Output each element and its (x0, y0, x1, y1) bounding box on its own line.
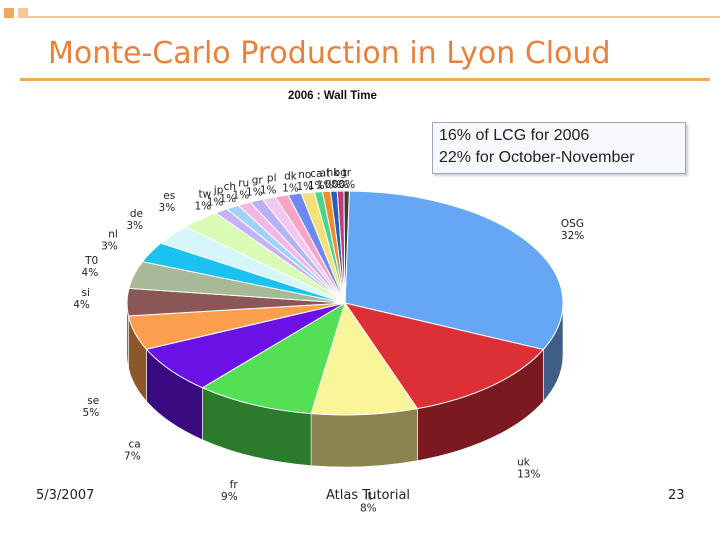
pie-slices (126, 190, 564, 416)
pie-label-nl: nl (108, 229, 118, 241)
pie-pct-at: 1% (317, 180, 334, 192)
callout-line-1: 16% of LCG for 2006 (439, 127, 590, 144)
pie-label-it: it (365, 491, 372, 503)
callout-line-2: 22% for October-November (439, 149, 635, 166)
pie-pct-tr: 0% (338, 179, 355, 191)
chart-title: 2006 : Wall Time (288, 90, 377, 102)
pie-label-tr: tr (343, 167, 352, 179)
pie-slice-fr (201, 301, 346, 415)
pie-label-tw: tw (198, 189, 211, 201)
pie-pct-jp: 1% (207, 196, 224, 208)
pie-pct-ru: 1% (233, 190, 250, 202)
pie-slice-uk (343, 302, 545, 410)
pie-pct-uk: 13% (517, 469, 540, 481)
pie-pct-hk: 0% (325, 179, 342, 191)
decor-square-orange (4, 8, 14, 18)
pie-pct-fr: 9% (221, 491, 238, 503)
pie-pct-gr: 1% (246, 187, 263, 199)
callout-box: 16% of LCG for 2006 22% for October-Nove… (432, 122, 686, 174)
pie-label-de: de (130, 208, 143, 220)
pie-labels: OSG32%uk13%it8%fr9%ca7%se5%si4%T04%nl3%d… (73, 167, 584, 515)
pie-label-uk: uk (517, 457, 531, 469)
pie-pct-osg: 32% (561, 230, 584, 242)
pie-label-fr: fr (230, 479, 239, 491)
pie-label-ch: ch (224, 181, 236, 193)
footer-title: Atlas Tutorial (326, 488, 411, 503)
pie-label-es: es (163, 190, 175, 202)
pie-pct-pl: 1% (260, 184, 277, 196)
pie-label-dk: dk (284, 170, 298, 182)
pie-label-osg: OSG (561, 218, 584, 230)
pie-pct-tw: 1% (195, 201, 212, 213)
pie-label-hk: hk (327, 167, 341, 179)
pie-pct-t0: 4% (82, 267, 99, 279)
pie-pct-it: 8% (360, 503, 377, 515)
pie-pct-se: 5% (83, 407, 100, 419)
pie-label-pl: pl (267, 172, 277, 184)
pie-label-gr: gr (252, 175, 264, 187)
decor-line (20, 16, 720, 18)
pie-label-si: si (82, 287, 90, 299)
pie-pct-ca: 7% (124, 450, 141, 462)
pie-slice-tr (343, 190, 350, 304)
pie-pct-de: 3% (126, 220, 143, 232)
pie-slice-it (310, 301, 419, 416)
top-decoration (0, 0, 720, 22)
pie-pct-dk: 1% (282, 182, 299, 194)
footer-page-number: 23 (668, 488, 685, 503)
pie-side-it (310, 408, 418, 468)
pie-pct-bg: 0% (332, 179, 349, 191)
pie-slice-osg (344, 190, 564, 351)
pie-label-bg: bg (334, 167, 347, 179)
footer-date: 5/3/2007 (36, 488, 95, 503)
decor-square-light (18, 8, 28, 18)
pie-pct-ch: 1% (219, 193, 236, 205)
pie-pct-nl: 3% (101, 241, 118, 253)
pie-label-ca: ca (310, 168, 322, 180)
pie-pct-si: 4% (73, 299, 90, 311)
pie-label-ca: ca (128, 438, 140, 450)
pie-label-no: no (298, 169, 311, 181)
pie-pct-no: 1% (296, 181, 313, 193)
title-rule (20, 78, 710, 81)
pie-label-jp: jp (213, 184, 224, 196)
pie-label-se: se (87, 395, 99, 407)
slide-title: Monte-Carlo Production in Lyon Cloud (48, 36, 611, 71)
pie-label-at: at (320, 168, 331, 180)
pie-label-ru: ru (238, 178, 249, 190)
pie-pct-es: 3% (159, 202, 176, 214)
pie-label-t0: T0 (84, 255, 98, 267)
pie-pct-ca: 1% (308, 180, 325, 192)
pie-side-walls (126, 302, 564, 468)
